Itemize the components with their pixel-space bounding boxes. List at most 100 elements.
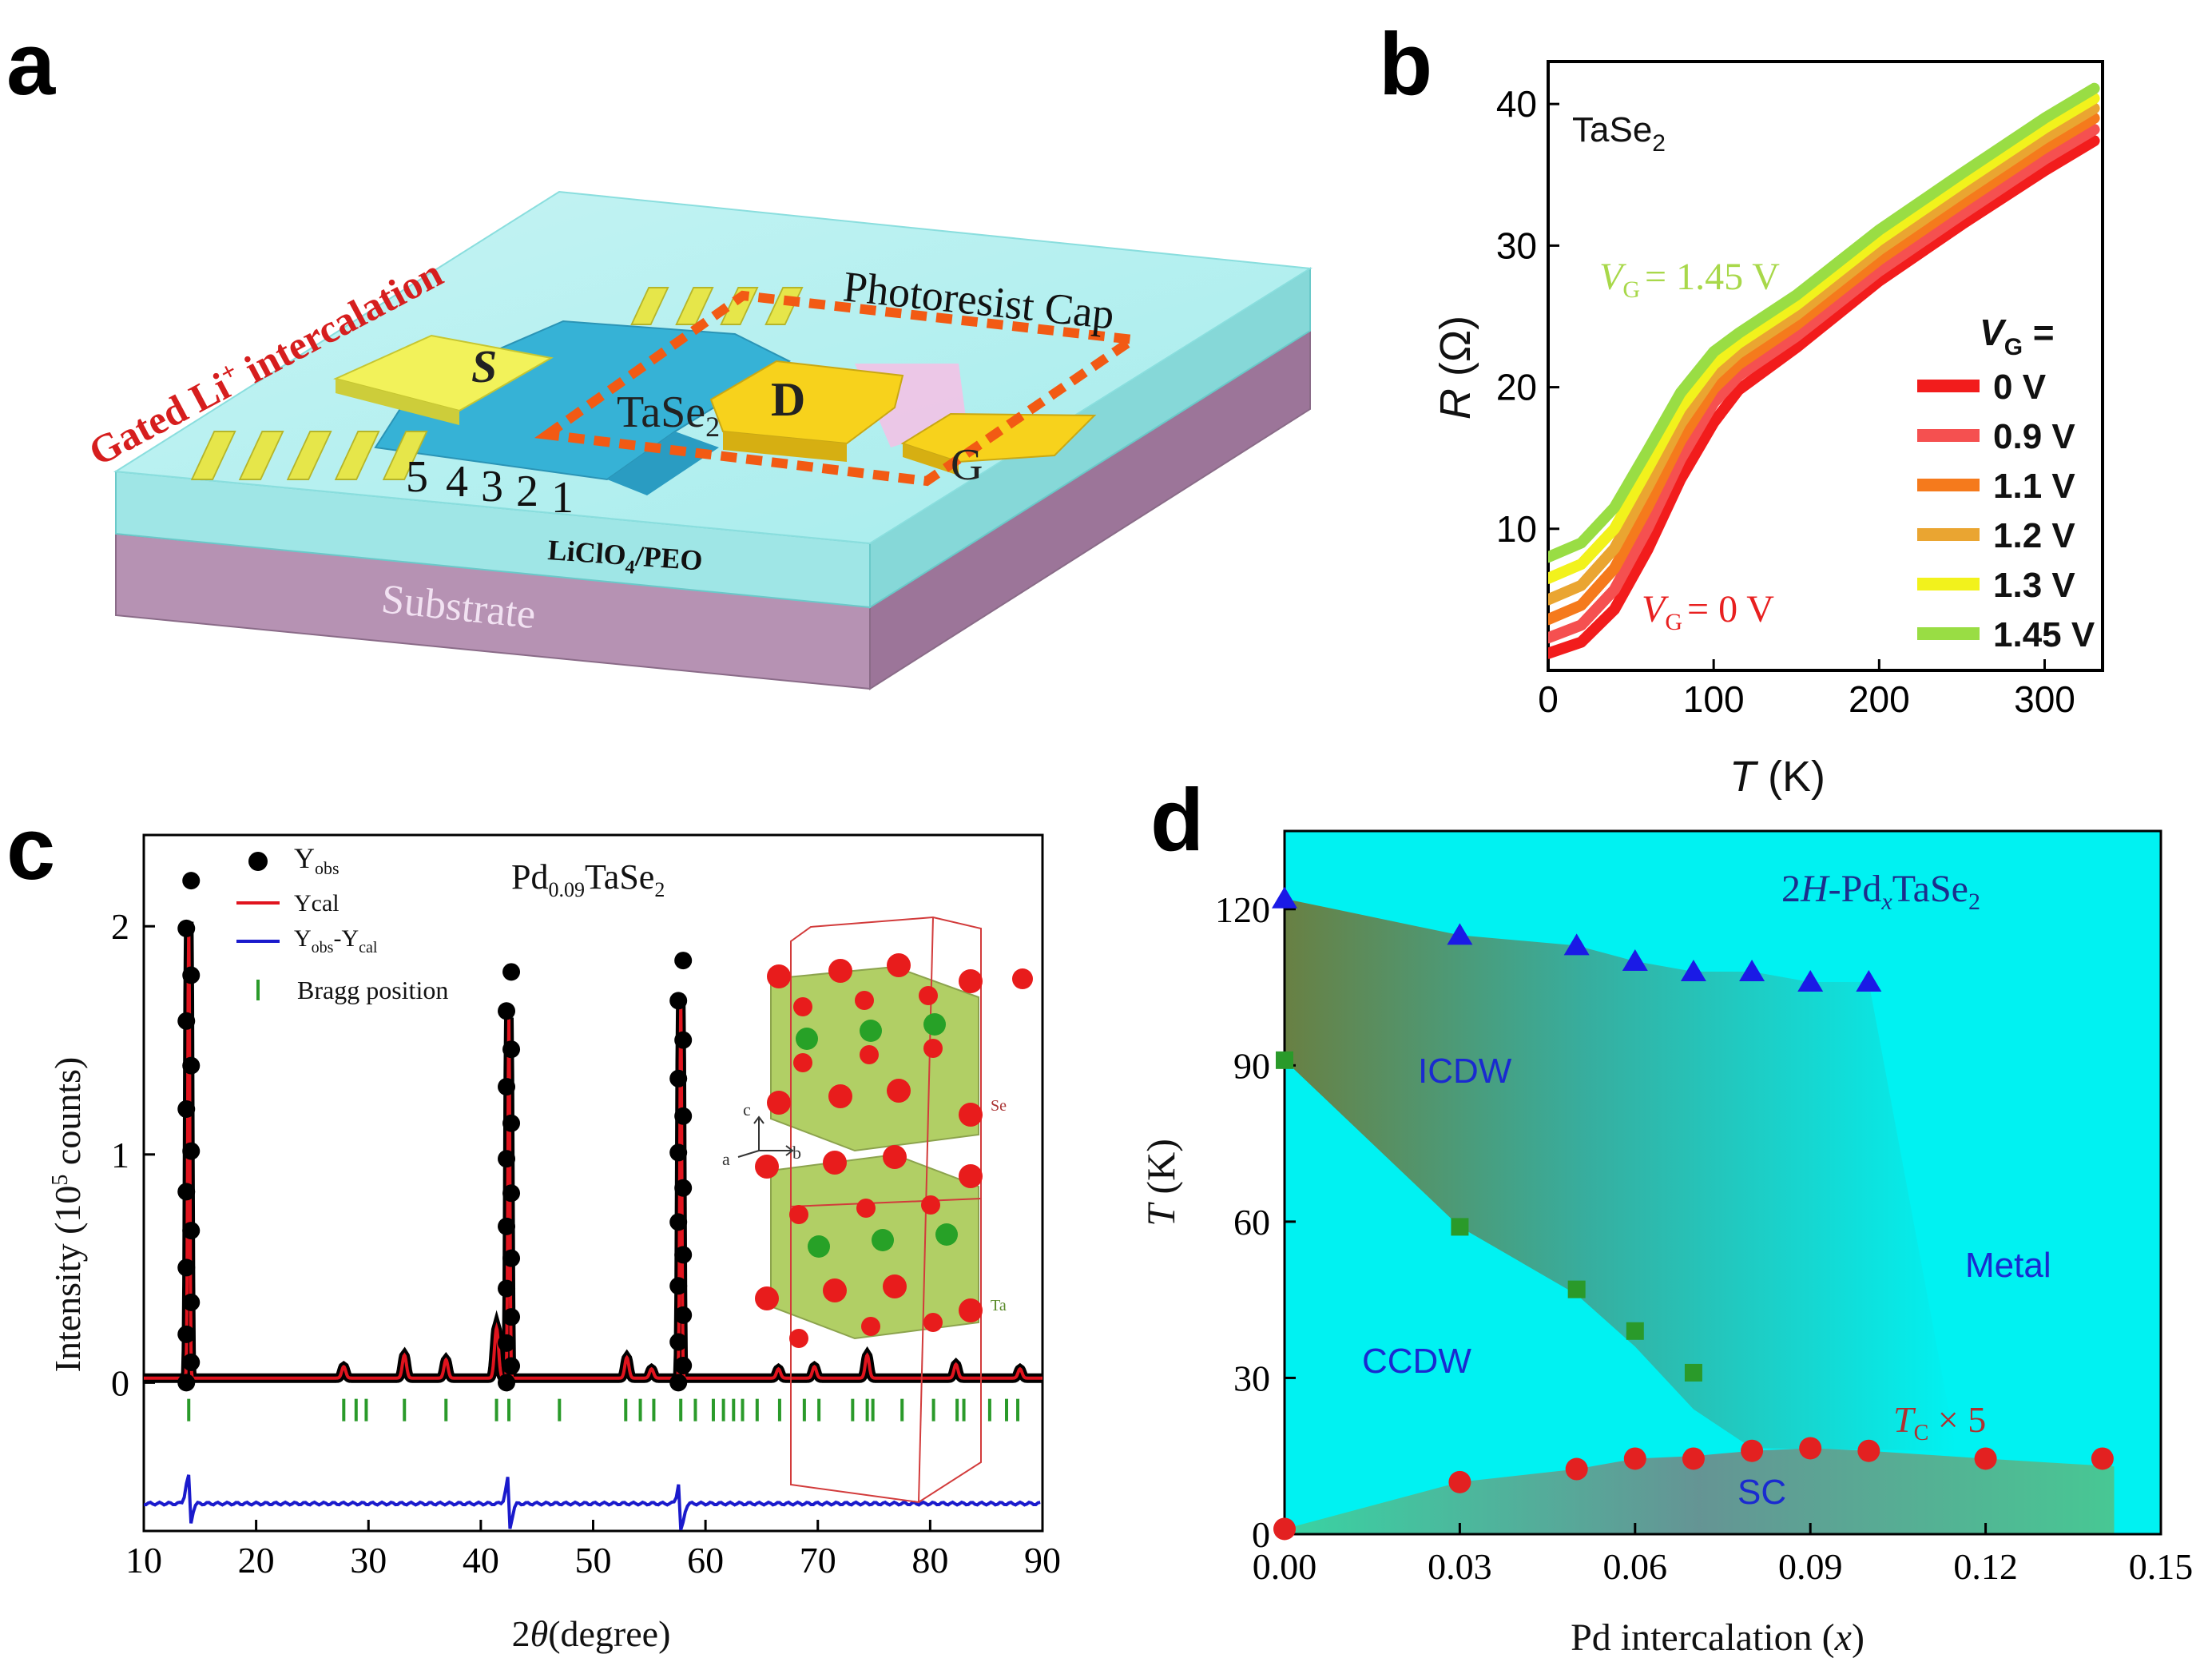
curve-1-2-V	[1548, 102, 2100, 606]
plot-b-xlabel: T (K)	[1729, 753, 1825, 801]
curve-0-9-V	[1548, 124, 2100, 644]
observed-point	[674, 1107, 693, 1125]
observed-point	[502, 1114, 521, 1132]
plot-b-annot-top: VG = 1.45 V	[1599, 256, 1780, 303]
tc-point	[1799, 1437, 1822, 1460]
tc-point	[1273, 1517, 1296, 1541]
legend-bragg-label: Bragg position	[297, 976, 448, 1004]
observed-point	[177, 1374, 196, 1392]
plot-b-annot-bottom: VG = 0 V	[1642, 588, 1774, 635]
panel-a-letter: a	[6, 15, 56, 113]
panel-c-letter: c	[6, 800, 55, 898]
observed-point	[669, 1143, 688, 1162]
drain-pad-edge	[723, 431, 847, 462]
observed-point	[674, 1306, 693, 1324]
observed-point	[502, 1249, 521, 1267]
tc-point	[1682, 1447, 1705, 1470]
tc-point	[1741, 1439, 1764, 1462]
observed-point	[674, 952, 693, 970]
plot-c-data	[144, 872, 1042, 1531]
x-tick-label: 50	[575, 1540, 612, 1581]
x-tick-label: 0.09	[1778, 1546, 1843, 1587]
icdw-point	[1447, 923, 1473, 945]
region-ccdw-label: CCDW	[1362, 1342, 1471, 1381]
electrode-5: 5	[406, 452, 428, 502]
plot-d-xlabel: Pd intercalation (x)	[1571, 1616, 1865, 1659]
icdw-point	[1563, 933, 1590, 956]
curve-1-45-V	[1548, 82, 2100, 563]
observed-point	[177, 1012, 196, 1030]
plot-b-ylabel: R (Ω)	[1432, 316, 1479, 419]
observed-point	[182, 1142, 201, 1160]
plot-b-title: TaSe2	[1572, 110, 1666, 157]
x-tick-label: 80	[911, 1540, 948, 1581]
plot-b-ticks: 0 100 200 300 10 20 30 40	[1496, 83, 2075, 720]
y-tick-label: 120	[1215, 889, 1270, 930]
observed-point	[177, 1258, 196, 1277]
plot-d-points	[1272, 886, 2114, 1541]
se-label: Se	[991, 1097, 1007, 1115]
observed-point	[498, 1334, 516, 1352]
cdw-region	[1285, 898, 1956, 1451]
observed-point	[182, 1222, 201, 1240]
curve-0-V	[1548, 135, 2100, 659]
icdw-point	[1680, 960, 1706, 981]
source-pad-edge	[336, 379, 459, 425]
electrode-numbers: 5 4 3 2 1	[406, 452, 574, 523]
panel-d: d 0.00 0.03 0.06 0.09 0.12 0.15 0 30 60 90 120 2H-…	[1138, 771, 2193, 1659]
electrode-1: 1	[551, 473, 574, 523]
observed-point	[669, 1069, 688, 1088]
observed-point	[669, 1213, 688, 1231]
tc-point	[2091, 1447, 2114, 1470]
observed-point	[674, 1246, 693, 1264]
plot-b-legend-title: VG =	[1980, 312, 2055, 360]
y-tick-label: 2	[111, 906, 129, 947]
observed-point	[182, 1293, 201, 1311]
plot-c-title: Pd0.09TaSe2	[511, 857, 665, 901]
axis-a-label: a	[722, 1149, 730, 1169]
region-sc-label: SC	[1737, 1473, 1786, 1512]
legend-yobs-label: Yobs	[294, 842, 340, 878]
calculated-curve	[144, 921, 1042, 1380]
ta-atoms	[796, 1013, 958, 1258]
axis-c-label: c	[743, 1099, 751, 1119]
y-tick-label: 90	[1233, 1045, 1270, 1086]
observed-point	[498, 1279, 516, 1298]
tase2-flake-edge	[607, 431, 719, 495]
plot-c-ticks: 10 20 30 40 50 60 70 80 90 0 1 2	[111, 906, 1061, 1581]
tase2-label: TaSe2	[617, 388, 720, 443]
panel-d-letter: d	[1150, 771, 1204, 869]
ccdw-point	[1276, 1051, 1293, 1069]
y-tick-label: 1	[111, 1135, 129, 1175]
icdw-point	[1272, 886, 1297, 909]
panel-b: b 0 100 200 300 10 20 30 40 TaSe2 VG = 1.45 V VG…	[1379, 15, 2104, 801]
curve-1-3-V	[1548, 93, 2100, 584]
voltage-probes	[190, 287, 804, 480]
source-pad	[332, 334, 554, 412]
panel-c: c 10 20 30 40 50 60 70 80 90 0 1 2 Yobs Ycal Yobs-Y…	[6, 800, 1061, 1654]
plot-d-ticks: 0.00 0.03 0.06 0.09 0.12 0.15 0 30 60 90 120	[1215, 889, 2193, 1587]
electrolyte-label: LiClO4/PEO	[546, 534, 704, 583]
observed-point	[669, 1333, 688, 1351]
observed-point	[674, 1356, 693, 1374]
icdw-point	[1856, 970, 1882, 992]
x-tick-label: 100	[1683, 678, 1745, 720]
plot-d-ylabel: T (K)	[1138, 1139, 1183, 1227]
legend-label: 0 V	[1993, 368, 2047, 407]
panel-b-letter: b	[1379, 15, 1432, 113]
electrode-3: 3	[481, 462, 503, 511]
icdw-point	[1622, 948, 1648, 971]
plot-b-curves	[1548, 82, 2100, 659]
y-tick-label: 10	[1496, 508, 1537, 550]
plot-d-frame	[1283, 829, 2162, 1536]
legend-ycal-label: Ycal	[294, 890, 340, 917]
plot-c-legend: Yobs Ycal Yobs-Ycal Bragg position	[236, 842, 448, 1004]
x-tick-label: 30	[350, 1540, 387, 1581]
x-tick-label: 40	[463, 1540, 499, 1581]
observed-point	[182, 1353, 201, 1371]
legend-label: 1.45 V	[1993, 615, 2095, 654]
unit-cell	[790, 916, 982, 1504]
drain-label: D	[771, 373, 805, 426]
curve-1-1-V	[1548, 112, 2100, 626]
